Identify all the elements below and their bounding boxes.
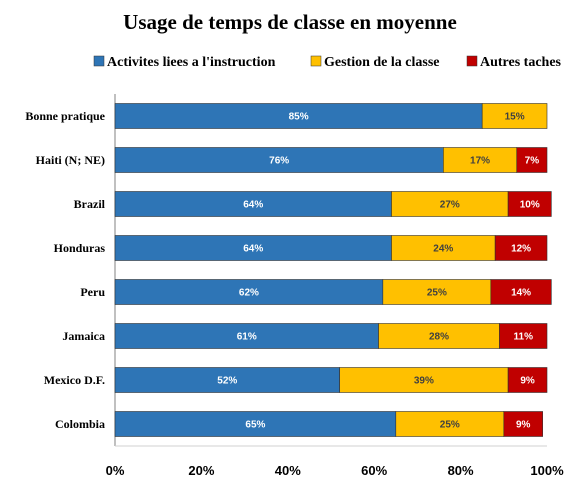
legend-label: Activites liees a l'instruction: [107, 55, 276, 70]
legend: Activites liees a l'instruction Gestion d…: [93, 55, 562, 70]
bar-segment: [481, 103, 548, 129]
data-label: 39%: [414, 376, 434, 387]
legend-swatch: [310, 55, 322, 67]
data-label: 27%: [440, 200, 460, 211]
category-label: Jamaica: [62, 329, 105, 343]
category-label: Peru: [80, 285, 105, 299]
x-axis-ticks: 0% 20% 40% 60% 80% 100%: [106, 463, 564, 478]
data-label: 7%: [525, 156, 540, 167]
bar-segment: [391, 191, 509, 217]
bar-segment: [114, 279, 384, 305]
x-tick-label: 80%: [448, 463, 474, 478]
legend-swatch: [93, 55, 105, 67]
bar-segment: [114, 147, 444, 173]
data-label: 24%: [433, 244, 453, 255]
bar-segment: [114, 367, 340, 393]
category-label: Bonne pratique: [25, 109, 105, 123]
category-label: Mexico D.F.: [44, 373, 105, 387]
legend-label: Gestion de la classe: [324, 55, 440, 70]
bar-segment: [499, 323, 548, 349]
bar-segment: [382, 279, 492, 305]
bar-segment: [516, 147, 548, 173]
x-tick-label: 100%: [530, 463, 564, 478]
data-label: 15%: [505, 112, 525, 123]
data-label: 11%: [514, 332, 534, 343]
bar-segment: [503, 411, 543, 437]
data-label: 17%: [470, 156, 490, 167]
bar-segment: [494, 235, 548, 261]
category-label: Colombia: [55, 417, 105, 431]
data-label: 65%: [245, 420, 265, 431]
x-tick-label: 60%: [361, 463, 387, 478]
category-label: Honduras: [54, 241, 106, 255]
data-label: 14%: [511, 288, 531, 299]
chart-title: Usage de temps de classe en moyenne: [123, 10, 457, 34]
x-tick-label: 40%: [275, 463, 301, 478]
bars-group: 85% 15% 76% 17% 7% 64% 27% 10% 64% 24% 12% 62% 25% 14…: [114, 103, 552, 437]
data-label: 28%: [429, 332, 449, 343]
bar-segment: [391, 235, 496, 261]
data-label: 61%: [237, 332, 257, 343]
data-label: 10%: [520, 200, 540, 211]
legend-label: Autres taches: [480, 55, 562, 70]
data-label: 9%: [520, 376, 535, 387]
bar-segment: [114, 411, 397, 437]
bar-segment: [395, 411, 505, 437]
bar-segment: [114, 235, 392, 261]
data-label: 25%: [427, 288, 447, 299]
category-label: Haiti (N; NE): [36, 153, 105, 167]
bar-segment: [507, 191, 552, 217]
data-label: 76%: [269, 156, 289, 167]
data-label: 64%: [243, 200, 263, 211]
bar-segment: [114, 323, 379, 349]
x-tick-label: 20%: [188, 463, 214, 478]
bar-segment: [443, 147, 518, 173]
data-label: 64%: [243, 244, 263, 255]
data-label: 52%: [217, 376, 237, 387]
data-label: 62%: [239, 288, 259, 299]
bar-segment: [378, 323, 500, 349]
bar-segment: [114, 191, 392, 217]
category-labels: Bonne pratique Haiti (N; NE) Brazil Hondura…: [25, 109, 105, 431]
data-label: 85%: [289, 112, 309, 123]
data-label: 12%: [511, 244, 531, 255]
bar-segment: [490, 279, 552, 305]
legend-swatch: [466, 55, 478, 67]
plot-area: [114, 94, 547, 447]
category-label: Brazil: [74, 197, 106, 211]
bar-segment: [114, 103, 483, 129]
bar-segment: [507, 367, 548, 393]
x-tick-label: 0%: [106, 463, 125, 478]
data-label: 25%: [440, 420, 460, 431]
data-label: 9%: [516, 420, 531, 431]
